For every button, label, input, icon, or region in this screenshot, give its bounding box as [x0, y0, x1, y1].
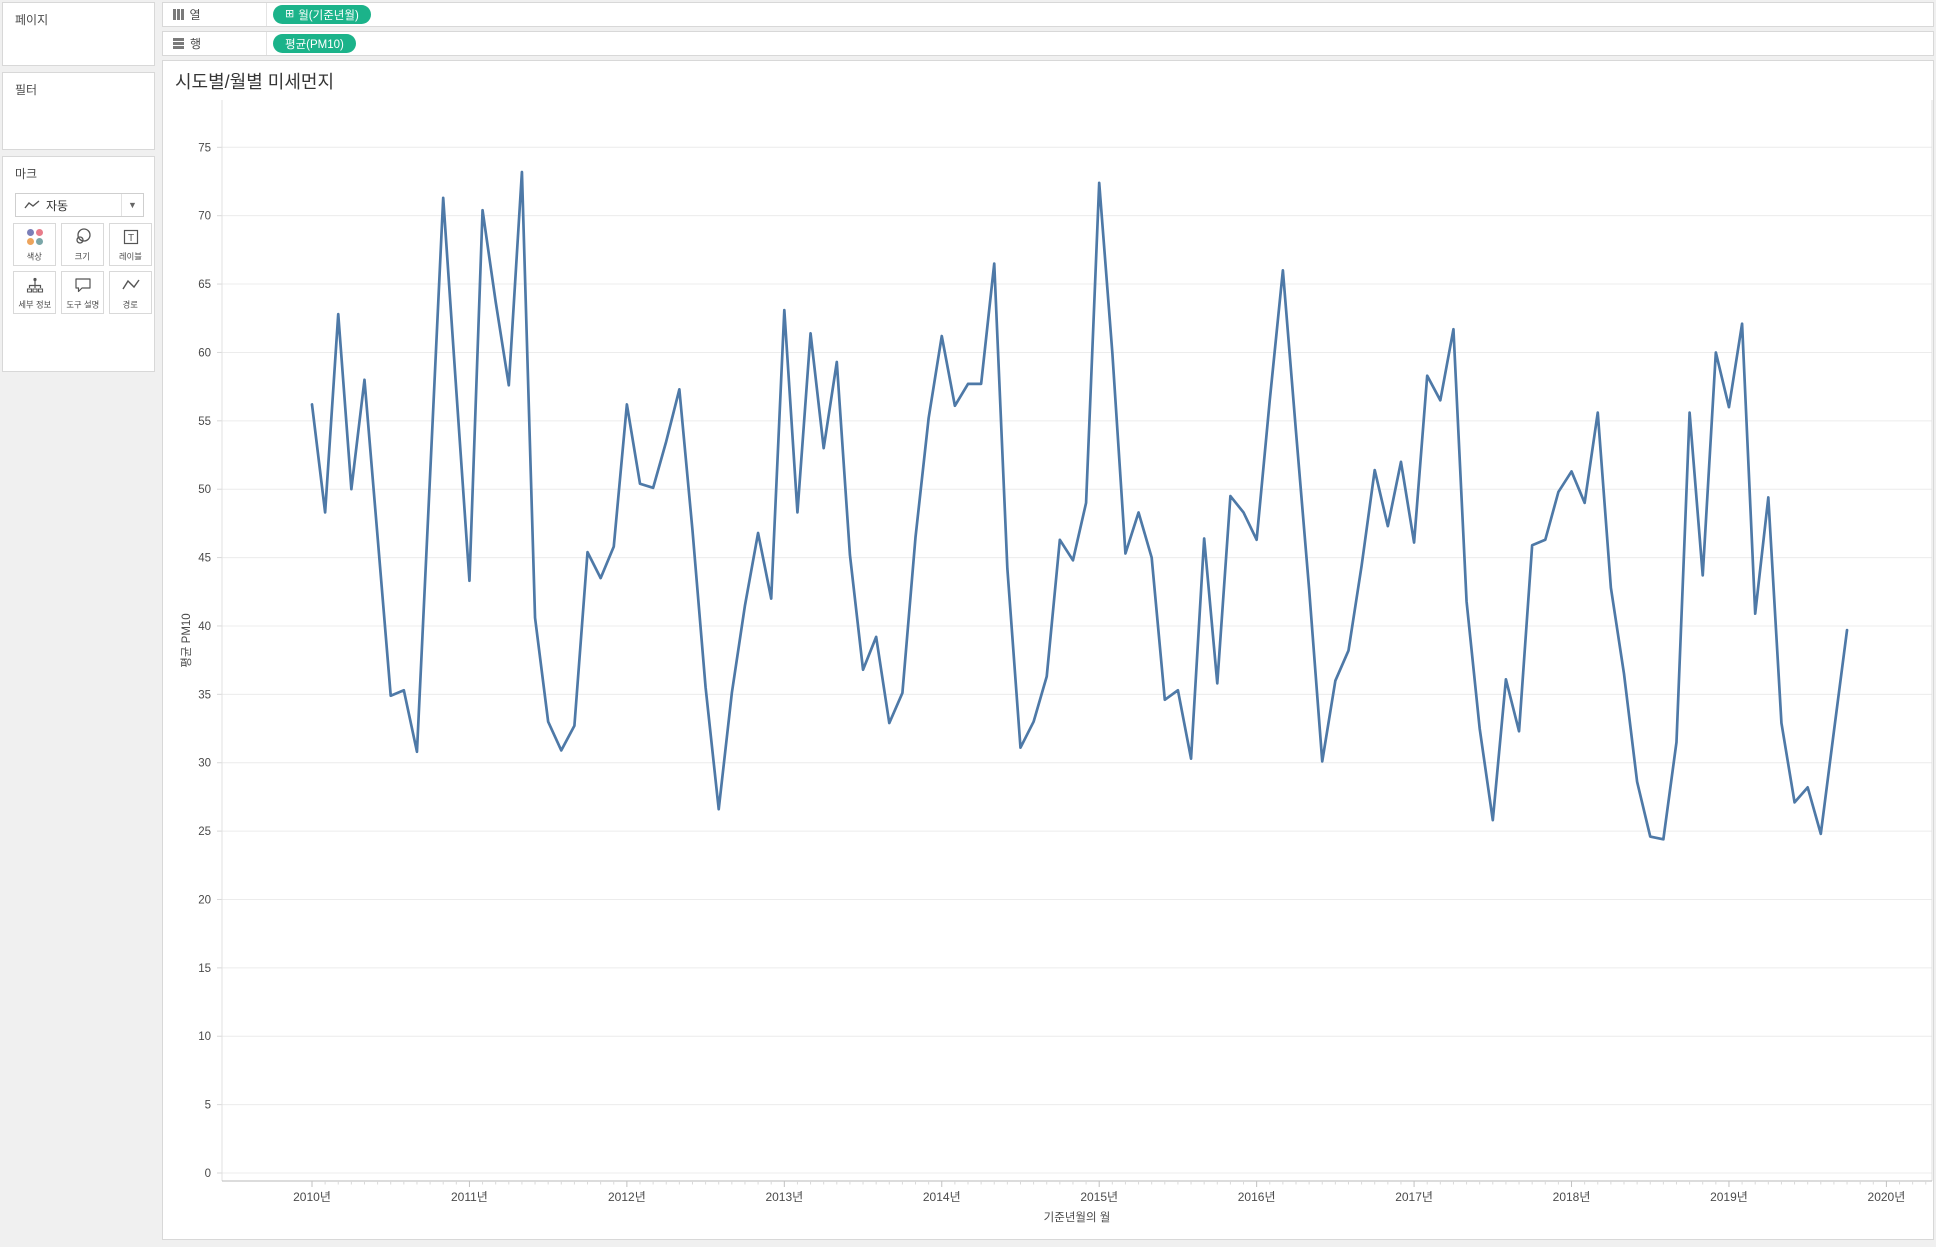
y-tick-label: 35	[198, 689, 211, 701]
columns-pill-label: 월(기준년월)	[298, 9, 359, 22]
y-tick-label: 55	[198, 416, 211, 428]
expand-field-icon[interactable]: ⊞	[285, 8, 295, 20]
path-zigzag-icon	[110, 272, 151, 298]
color-dots-icon	[14, 224, 55, 250]
x-tick-label: 2017년	[1395, 1190, 1433, 1204]
y-tick-label: 50	[198, 484, 211, 496]
x-tick-label: 2016년	[1238, 1190, 1276, 1204]
label-button-label: 레이블	[119, 252, 142, 262]
label-T-icon: T	[110, 224, 151, 250]
chevron-down-icon[interactable]: ▼	[121, 194, 143, 216]
columns-shelf[interactable]: 열 ⊞ 월(기준년월)	[162, 2, 1934, 27]
y-axis-title: 평균 PM10	[180, 613, 193, 667]
x-tick-label: 2011년	[451, 1190, 488, 1204]
marks-card-label: 마크	[15, 167, 38, 181]
detail-button-label: 세부 정보	[18, 300, 51, 310]
detail-tree-icon	[14, 272, 55, 298]
tooltip-button[interactable]: 도구 설명	[61, 271, 104, 314]
mark-type-dropdown[interactable]: 자동 ▼	[15, 193, 144, 217]
x-tick-label: 2019년	[1710, 1190, 1748, 1204]
size-button[interactable]: 크기	[61, 223, 104, 266]
tooltip-bubble-icon	[62, 272, 103, 298]
label-button[interactable]: T 레이블	[109, 223, 152, 266]
columns-shelf-label: 열	[189, 8, 201, 22]
x-tick-label: 2015년	[1080, 1190, 1118, 1204]
path-button-label: 경로	[122, 300, 139, 310]
y-tick-label: 10	[198, 1031, 211, 1043]
y-tick-label: 30	[198, 758, 211, 770]
x-tick-label: 2010년	[293, 1190, 331, 1204]
y-tick-label: 25	[198, 826, 211, 838]
filters-card[interactable]: 필터	[2, 72, 155, 150]
chart-title: 시도별/월별 미세먼지	[175, 72, 335, 92]
y-tick-label: 20	[198, 894, 211, 906]
rows-shelf-label: 행	[190, 37, 202, 51]
y-tick-label: 70	[198, 211, 211, 223]
svg-text:T: T	[127, 233, 133, 244]
filters-card-label: 필터	[15, 83, 38, 97]
x-tick-label: 2018년	[1553, 1190, 1591, 1204]
pages-card[interactable]: 페이지	[2, 2, 155, 66]
y-tick-label: 65	[198, 279, 211, 291]
y-tick-label: 40	[198, 621, 211, 633]
size-button-label: 크기	[74, 252, 91, 262]
columns-pill[interactable]: ⊞ 월(기준년월)	[273, 5, 371, 24]
x-tick-label: 2014년	[923, 1190, 961, 1204]
tooltip-button-label: 도구 설명	[66, 300, 99, 310]
y-tick-label: 15	[198, 963, 211, 975]
x-tick-label: 2020년	[1868, 1190, 1906, 1204]
pm10-line-mark[interactable]	[310, 170, 1849, 841]
size-circles-icon	[62, 224, 103, 250]
x-tick-label: 2012년	[608, 1190, 646, 1204]
rows-shelf-icon	[173, 38, 184, 49]
rows-pill[interactable]: 평균(PM10)	[273, 34, 356, 53]
y-tick-label: 75	[198, 142, 211, 154]
color-button-label: 색상	[26, 252, 43, 262]
detail-button[interactable]: 세부 정보	[13, 271, 56, 314]
x-tick-label: 2013년	[765, 1190, 803, 1204]
color-button[interactable]: 색상	[13, 223, 56, 266]
pages-card-label: 페이지	[15, 13, 49, 27]
columns-shelf-icon	[173, 9, 184, 20]
y-tick-label: 45	[198, 553, 211, 565]
path-button[interactable]: 경로	[109, 271, 152, 314]
y-tick-label: 5	[205, 1100, 211, 1112]
rows-shelf-header: 행	[163, 32, 267, 55]
line-mark-icon	[24, 200, 40, 209]
columns-shelf-header: 열	[163, 3, 267, 26]
marks-buttons: 색상 크기 T 레이블 세부 정보 도구 설명	[13, 223, 153, 314]
y-tick-label: 0	[205, 1168, 211, 1180]
rows-shelf[interactable]: 행 평균(PM10)	[162, 31, 1934, 56]
y-tick-label: 60	[198, 347, 211, 359]
marks-card: 마크 자동 ▼ 색상 크기 T 레이블 세부 정보	[2, 156, 155, 372]
rows-pill-label: 평균(PM10)	[285, 38, 344, 51]
mark-type-value: 자동	[46, 198, 69, 213]
x-axis-title: 기준년월의 월	[1044, 1211, 1111, 1224]
